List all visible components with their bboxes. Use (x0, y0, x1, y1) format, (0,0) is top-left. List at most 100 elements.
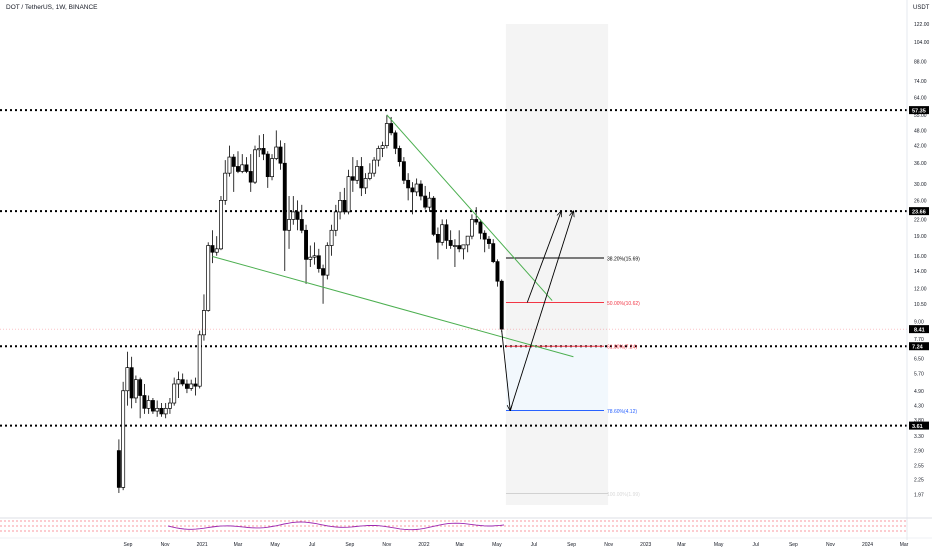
price-axis[interactable]: 122.00 104.00 88.00 74.00 64.00 55.00 48.00 42.… (906, 0, 930, 540)
candle-body-14 (176, 379, 181, 385)
candle-body-48 (321, 268, 326, 276)
candle-body-54 (346, 176, 351, 213)
price-tick-8: 36.00 (914, 161, 927, 167)
price-tick-27: 2.25 (914, 478, 924, 484)
candle-body-58 (363, 178, 368, 189)
price-tick-7: 42.00 (914, 144, 927, 150)
price-tick-26: 2.55 (914, 463, 924, 469)
time-tick-9: Mar (455, 542, 464, 548)
level-tag-0: 57.35 (912, 108, 926, 114)
price-tick-13: 16.00 (914, 254, 927, 260)
candle-body-26 (227, 156, 232, 174)
candle-body-12 (167, 402, 172, 409)
price-tick-17: 9.00 (914, 319, 924, 325)
candle-body-63 (384, 123, 389, 147)
level-tag-bg-0 (909, 106, 929, 115)
candle-body-22 (210, 245, 215, 253)
fib-label-1: 50.00%(10.62) (607, 301, 640, 307)
time-tick-1: Nov (161, 542, 170, 548)
candle-body-25 (223, 172, 228, 201)
candle-body-72 (423, 195, 428, 208)
time-tick-21: Mar (900, 542, 909, 548)
fib-zone-middle (505, 346, 609, 411)
level-tag-3: 3.61 (912, 424, 923, 430)
candle-body-37 (274, 146, 279, 159)
time-tick-6: Sep (345, 542, 354, 548)
candle-body-32 (253, 149, 257, 183)
price-tick-0: 122.00 (914, 22, 930, 28)
candle-body-57 (359, 166, 364, 189)
candle-body-24 (219, 200, 223, 250)
candle-body-69 (410, 187, 415, 193)
candle-body-33 (257, 148, 262, 151)
currency-label: USDT (913, 5, 930, 11)
time-tick-16: May (714, 542, 724, 548)
fib-zone-upper (505, 24, 609, 347)
candle-body-77 (444, 224, 449, 241)
candle-body-28 (236, 166, 240, 172)
symbol-title: DOT / TetherUS, 1W, BINANCE (6, 4, 98, 11)
candle-body-55 (350, 176, 355, 181)
price-tick-22: 4.30 (914, 404, 924, 410)
time-tick-8: 2022 (418, 542, 429, 548)
candle-body-13 (172, 383, 177, 404)
candle-body-89 (495, 261, 500, 282)
candle-body-40 (287, 219, 291, 231)
candle-body-75 (435, 234, 440, 243)
level-tag-bg-2 (909, 342, 929, 351)
level-tag-bg-1 (909, 207, 929, 216)
time-tick-2: 2021 (197, 542, 208, 548)
rsi-pane (0, 517, 932, 532)
candle-body-21 (206, 245, 211, 311)
candle-body-65 (393, 132, 398, 149)
candle-body-27 (231, 156, 236, 167)
candle-body-81 (461, 244, 466, 250)
candle-body-50 (329, 229, 334, 246)
last-price-tag-bg (909, 325, 929, 334)
candle-body-46 (312, 255, 317, 258)
candle-body-87 (487, 238, 491, 244)
candle-body-31 (248, 171, 253, 183)
candle-body-86 (482, 232, 487, 240)
candle-body-53 (342, 200, 347, 213)
projection-arrow-2 (526, 211, 561, 303)
price-tick-4: 64.00 (914, 96, 927, 102)
price-tick-9: 30.00 (914, 182, 927, 188)
candle-body-3 (129, 367, 134, 399)
price-tick-24: 3.30 (914, 434, 924, 440)
candle-body-23 (214, 248, 219, 253)
candle-body-11 (163, 407, 168, 415)
candle-body-80 (457, 245, 462, 250)
candle-body-18 (193, 383, 198, 387)
time-tick-11: Jul (531, 542, 537, 548)
candle-body-10 (159, 407, 164, 415)
price-tick-3: 74.00 (914, 79, 927, 85)
price-tick-18: 7.70 (914, 337, 924, 343)
candle-body-45 (308, 256, 313, 260)
candle-body-30 (244, 164, 249, 172)
candle-body-47 (316, 255, 321, 269)
candle-body-20 (202, 310, 206, 336)
time-tick-15: Mar (677, 542, 686, 548)
candle-body-67 (401, 161, 406, 181)
level-tag-bg-3 (909, 421, 929, 430)
time-tick-4: May (270, 542, 280, 548)
candle-body-84 (474, 219, 479, 223)
trendline-0 (386, 114, 553, 301)
fib-label-0: 38.20%(15.69) (607, 256, 640, 262)
candle-body-6 (142, 395, 147, 409)
price-tick-19: 6.50 (914, 357, 924, 363)
time-axis[interactable]: Sep Nov 2021 Mar May Jul Sep Nov 2022 Mar May Jul Se… (0, 537, 932, 548)
candle-body-42 (295, 211, 300, 220)
fib-zone-layer (505, 24, 609, 505)
candle-body-88 (491, 243, 496, 262)
candle-body-29 (240, 164, 245, 172)
rsi-line (167, 521, 505, 531)
time-tick-18: Sep (789, 542, 798, 548)
time-tick-17: Jul (753, 542, 759, 548)
candle-body-66 (397, 148, 402, 163)
candle-body-39 (282, 162, 287, 231)
time-tick-3: Mar (234, 542, 243, 548)
